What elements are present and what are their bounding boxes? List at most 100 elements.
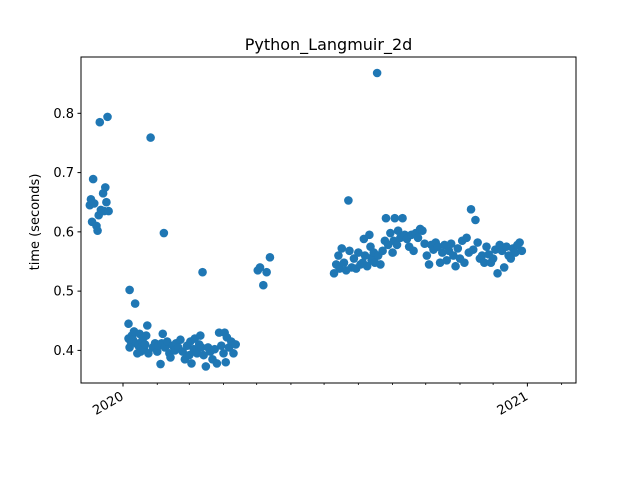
data-point	[101, 183, 110, 192]
data-point	[334, 251, 343, 260]
data-point	[255, 263, 265, 272]
data-point	[201, 362, 211, 371]
data-point	[89, 199, 99, 208]
data-point	[229, 349, 238, 358]
data-point	[176, 335, 185, 345]
data-point	[418, 226, 427, 235]
y-tick-label: 0.5	[53, 285, 74, 300]
y-tick-label: 0.4	[53, 344, 74, 359]
data-point	[141, 331, 151, 340]
data-point	[488, 254, 498, 263]
data-point	[499, 263, 509, 272]
data-point	[124, 319, 133, 329]
data-point	[438, 248, 447, 257]
chart-title: Python_Langmuir_2d	[245, 35, 413, 55]
data-point	[506, 254, 516, 263]
data-point	[515, 238, 524, 247]
data-point	[199, 350, 208, 360]
data-point	[335, 264, 344, 273]
data-point	[453, 244, 463, 253]
data-point	[156, 359, 165, 369]
data-point	[125, 285, 134, 295]
data-point	[192, 349, 202, 358]
data-point	[468, 245, 478, 254]
data-point	[95, 117, 105, 127]
data-point	[360, 251, 370, 260]
data-point	[142, 321, 152, 330]
data-point	[446, 239, 456, 249]
y-axis-label: time (seconds)	[28, 174, 43, 271]
data-point	[517, 246, 527, 256]
data-point	[104, 206, 113, 216]
data-point	[466, 205, 476, 214]
data-point	[210, 344, 219, 354]
data-point	[265, 253, 275, 262]
data-point	[102, 197, 111, 207]
data-point	[381, 213, 391, 223]
data-point	[349, 254, 359, 263]
data-point	[231, 340, 240, 349]
data-point	[392, 240, 402, 250]
data-point	[479, 258, 489, 267]
data-point	[212, 359, 222, 368]
data-point	[390, 213, 400, 223]
data-point	[219, 349, 228, 358]
data-point	[420, 239, 429, 249]
data-point	[471, 215, 480, 225]
data-point	[376, 260, 385, 269]
data-point	[354, 248, 363, 257]
data-point	[198, 267, 207, 277]
data-point	[413, 233, 423, 243]
data-point	[339, 258, 349, 267]
y-axis-ticks: 0.4 0.5 0.6 0.7 0.8	[53, 107, 81, 359]
y-tick-label: 0.6	[53, 225, 74, 240]
data-point	[140, 340, 150, 349]
data-point	[388, 248, 397, 257]
data-point	[482, 242, 491, 251]
data-point	[510, 248, 520, 257]
data-point	[93, 226, 102, 235]
data-point	[262, 267, 271, 277]
data-point	[502, 242, 511, 251]
data-point	[449, 251, 458, 260]
data-point	[221, 357, 231, 367]
data-point	[144, 349, 153, 358]
data-point	[345, 246, 354, 256]
data-point	[158, 329, 168, 339]
data-point	[217, 341, 226, 350]
data-point	[393, 226, 403, 235]
data-point	[166, 353, 175, 362]
data-point	[460, 258, 469, 267]
data-point	[378, 246, 387, 256]
data-point	[493, 269, 502, 278]
plot-frame	[80, 56, 577, 384]
data-point	[365, 230, 374, 240]
data-point	[409, 246, 418, 256]
data-point	[442, 256, 452, 265]
data-point	[422, 251, 432, 260]
y-tick-label: 0.7	[53, 166, 74, 181]
data-point	[462, 233, 471, 243]
data-point	[259, 280, 268, 290]
data-point	[103, 112, 112, 122]
data-point	[398, 213, 407, 223]
data-point	[477, 251, 487, 260]
data-point	[196, 331, 205, 340]
data-points	[85, 68, 527, 371]
data-point	[337, 244, 347, 253]
y-tick-label: 0.8	[53, 107, 74, 122]
data-point	[88, 174, 98, 184]
data-point	[386, 228, 395, 238]
data-point	[197, 343, 206, 352]
data-point	[433, 242, 443, 251]
data-point	[159, 228, 169, 238]
data-point	[146, 133, 155, 142]
data-point	[344, 196, 353, 205]
data-point	[440, 240, 449, 250]
data-point	[424, 260, 434, 269]
data-point	[435, 258, 445, 267]
data-point	[187, 359, 196, 368]
data-point	[178, 347, 187, 356]
